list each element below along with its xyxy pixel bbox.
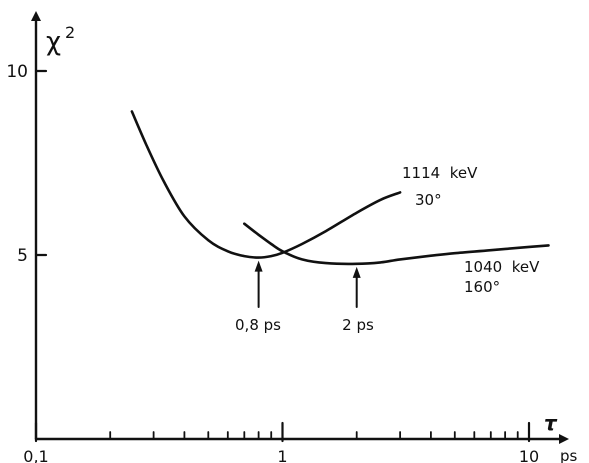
series-1040-label-angle: 160° (464, 278, 500, 296)
arrow-2ps-head (352, 266, 361, 278)
x-tick-label: 10 (519, 447, 539, 463)
x-tick-label: 0,1 (23, 447, 48, 463)
arrow-0-8ps-head (254, 260, 263, 272)
y-tick-label: 10 (6, 62, 28, 82)
x-tick-labels: 0,1 1 10 (23, 447, 539, 463)
x-axis-label: τ (544, 411, 558, 435)
x-axis-unit: ps (560, 447, 578, 463)
curves (130, 110, 550, 266)
y-axis-arrowhead (31, 11, 41, 21)
y-tick-marks (34, 69, 48, 257)
minimum-arrows (254, 260, 361, 308)
x-tick-marks (34, 421, 531, 443)
series-1114-label-energy: 1114 keV (402, 164, 478, 182)
y-tick-labels: 5 10 (6, 62, 28, 266)
x-axis-arrowhead (559, 434, 569, 444)
series-1114-label-angle: 30° (415, 191, 442, 209)
x-tick-label: 1 (277, 447, 287, 463)
y-tick-label: 5 (17, 246, 28, 266)
annotation-0-8ps: 0,8 ps (235, 316, 281, 334)
series-1040-label-energy: 1040 keV (464, 258, 540, 276)
curve-1040-kev-160deg (243, 222, 550, 266)
curve-1114-kev-30deg (130, 110, 402, 259)
annotation-2ps: 2 ps (342, 316, 374, 334)
